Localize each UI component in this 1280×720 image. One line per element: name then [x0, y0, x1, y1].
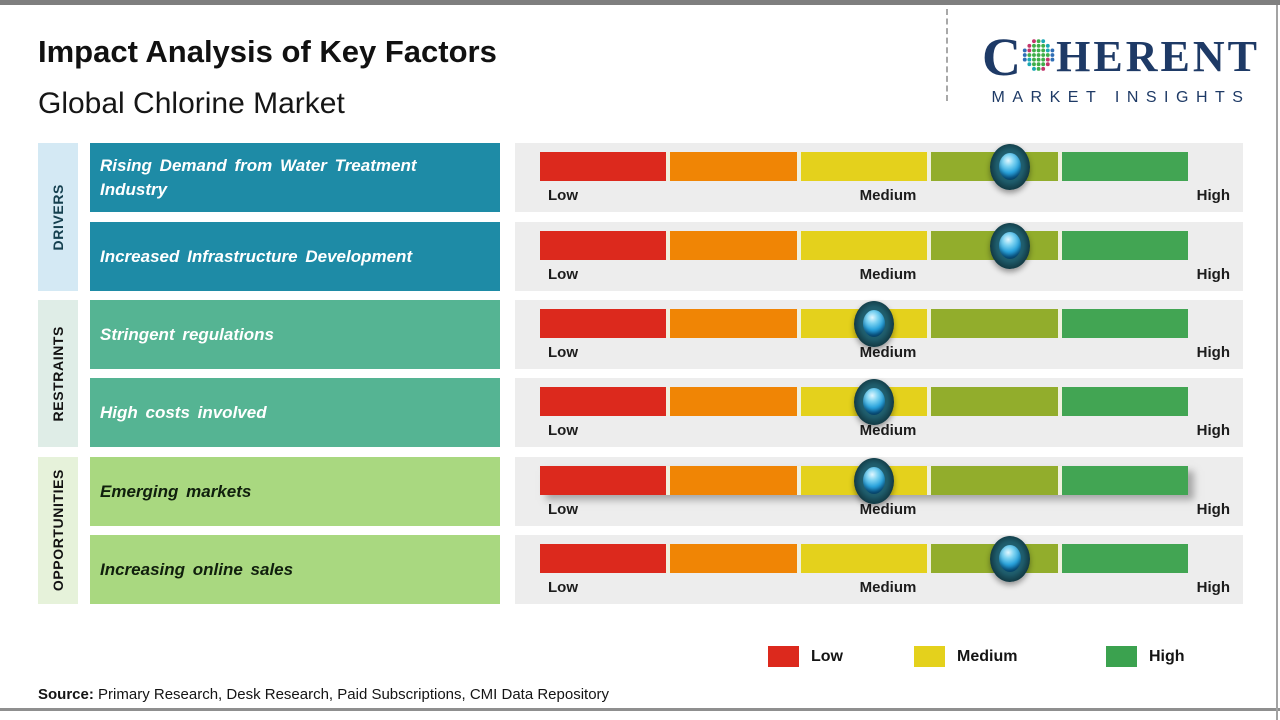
impact-marker-core: [998, 545, 1021, 572]
scale-label-low: Low: [548, 266, 578, 283]
scale-label-medium: Medium: [859, 187, 917, 204]
impact-marker-core: [862, 467, 885, 494]
factor-label: Increased Infrastructure Development: [100, 246, 413, 266]
right-border-bar: [1276, 5, 1278, 720]
scale-label-medium: Medium: [859, 266, 917, 283]
source-note: Source: Primary Research, Desk Research,…: [38, 686, 609, 703]
group-strip-opportunities: OPPORTUNITIES: [38, 457, 78, 604]
impact-marker-core: [998, 232, 1021, 259]
impact-gradient-bar: [540, 152, 1189, 181]
source-label: Source:: [38, 686, 94, 703]
scale-label-medium: Medium: [859, 344, 917, 361]
legend-item-high: High: [1106, 646, 1185, 667]
scale-label-low: Low: [548, 501, 578, 518]
legend-swatch-low: [768, 646, 799, 667]
impact-marker: [853, 301, 894, 347]
legend-swatch-medium: [914, 646, 945, 667]
impact-marker: [853, 379, 894, 425]
dotted-globe-icon: [1022, 39, 1055, 71]
legend-label-medium: Medium: [957, 647, 1018, 665]
impact-row-emerging-markets: Low Medium High: [515, 457, 1243, 526]
scale-label-low: Low: [548, 422, 578, 439]
factor-label: Emerging markets: [100, 481, 252, 501]
factor-box-emerging-markets: Emerging markets: [90, 457, 500, 526]
factor-label: High costs involved: [100, 402, 267, 422]
scale-label-low: Low: [548, 579, 578, 596]
bottom-border-bar: [0, 708, 1280, 711]
impact-row-infrastructure: Low Medium High: [515, 222, 1243, 291]
scale-label-low: Low: [548, 344, 578, 361]
impact-marker: [989, 223, 1030, 269]
factor-box-water-treatment: Rising Demand from Water Treatment Indus…: [90, 143, 500, 212]
legend-item-low: Low: [768, 646, 843, 667]
impact-marker-core: [862, 310, 885, 337]
impact-marker-core: [862, 388, 885, 415]
factor-label: Increasing online sales: [100, 559, 294, 579]
legend-item-medium: Medium: [914, 646, 1017, 667]
source-text: Primary Research, Desk Research, Paid Su…: [98, 686, 610, 703]
factor-box-infrastructure: Increased Infrastructure Development: [90, 222, 500, 291]
scale-label-medium: Medium: [859, 422, 917, 439]
impact-gradient-bar: [540, 309, 1189, 338]
scale-label-high: High: [1196, 501, 1230, 518]
group-label-drivers: DRIVERS: [50, 183, 66, 251]
impact-marker: [989, 536, 1030, 582]
brand-wordmark: C HERENT: [982, 30, 1260, 84]
scale-label-medium: Medium: [859, 579, 917, 596]
scale-label-high: High: [1196, 344, 1230, 361]
logo-letter-c: C: [982, 27, 1021, 87]
logo-tagline: MARKET INSIGHTS: [991, 89, 1251, 106]
page-title: Impact Analysis of Key Factors: [38, 34, 497, 69]
scale-label-high: High: [1196, 187, 1230, 204]
factor-box-costs: High costs involved: [90, 378, 500, 447]
logo-word-rest: HERENT: [1056, 32, 1260, 81]
impact-marker: [989, 144, 1030, 190]
impact-gradient-bar: [540, 544, 1189, 573]
group-label-restraints: RESTRAINTS: [50, 325, 66, 422]
factor-label: Stringent regulations: [100, 324, 274, 344]
factor-box-online-sales: Increasing online sales: [90, 535, 500, 604]
page-subtitle: Global Chlorine Market: [38, 87, 345, 120]
factor-label: Rising Demand from Water Treatment Indus…: [100, 155, 417, 199]
scale-label-high: High: [1196, 422, 1230, 439]
impact-row-costs: Low Medium High: [515, 378, 1243, 447]
impact-marker-core: [998, 153, 1021, 180]
scale-label-high: High: [1196, 266, 1230, 283]
top-border-bar: [0, 0, 1280, 5]
group-strip-restraints: RESTRAINTS: [38, 300, 78, 447]
impact-row-online-sales: Low Medium High: [515, 535, 1243, 604]
legend-swatch-high: [1106, 646, 1137, 667]
scale-label-medium: Medium: [859, 501, 917, 518]
legend-label-low: Low: [811, 647, 843, 665]
scale-label-high: High: [1196, 579, 1230, 596]
impact-row-regulations: Low Medium High: [515, 300, 1243, 369]
group-label-opportunities: OPPORTUNITIES: [50, 469, 66, 592]
factor-box-regulations: Stringent regulations: [90, 300, 500, 369]
scale-label-low: Low: [548, 187, 578, 204]
impact-row-water-treatment: Low Medium High: [515, 143, 1243, 212]
legend-label-high: High: [1149, 647, 1185, 665]
impact-gradient-bar: [540, 231, 1189, 260]
logo-divider-dashed-line: [946, 9, 948, 101]
group-strip-drivers: DRIVERS: [38, 143, 78, 291]
impact-marker: [853, 458, 894, 504]
brand-logo: C HERENT MARKET INSIGHTS: [982, 30, 1260, 107]
